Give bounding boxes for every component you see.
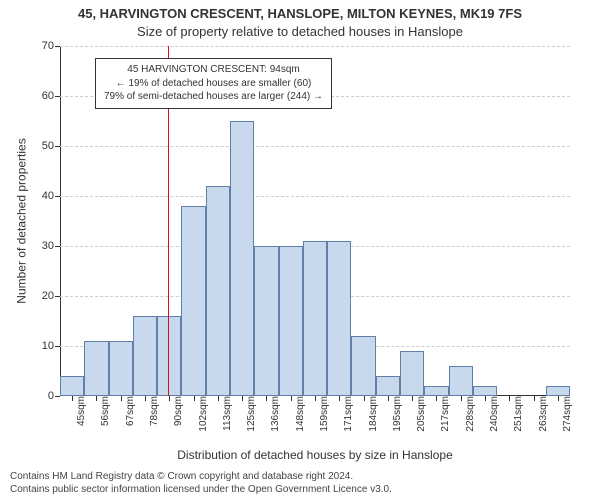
annotation-box: 45 HARVINGTON CRESCENT: 94sqm← 19% of de… [95, 58, 332, 109]
footer-text: Contains HM Land Registry data © Crown c… [10, 470, 392, 496]
ytick-mark [55, 46, 60, 47]
ytick-label: 30 [42, 240, 54, 252]
annotation-line2: ← 19% of detached houses are smaller (60… [104, 77, 323, 91]
histogram-bar [60, 376, 84, 396]
gridline [60, 46, 570, 47]
xtick-label: 102sqm [194, 396, 209, 432]
xtick-label: 184sqm [364, 396, 379, 432]
xtick-label: 228sqm [461, 396, 476, 432]
footer-line2: Contains public sector information licen… [10, 483, 392, 496]
xtick-label: 274sqm [558, 396, 573, 432]
xtick-label: 205sqm [412, 396, 427, 432]
histogram-bar [254, 246, 278, 396]
histogram-bar [303, 241, 327, 396]
x-axis-title: Distribution of detached houses by size … [60, 448, 570, 462]
ytick-label: 20 [42, 290, 54, 302]
chart-container: 45, HARVINGTON CRESCENT, HANSLOPE, MILTO… [0, 0, 600, 500]
ytick-label: 0 [48, 390, 54, 402]
ytick-label: 50 [42, 140, 54, 152]
histogram-bar [109, 341, 133, 396]
xtick-label: 195sqm [388, 396, 403, 432]
xtick-label: 159sqm [315, 396, 330, 432]
histogram-bar [279, 246, 303, 396]
xtick-label: 251sqm [509, 396, 524, 432]
histogram-bar [400, 351, 424, 396]
histogram-bar [376, 376, 400, 396]
xtick-label: 148sqm [291, 396, 306, 432]
xtick-label: 125sqm [242, 396, 257, 432]
ytick-mark [55, 396, 60, 397]
xtick-label: 217sqm [436, 396, 451, 432]
histogram-bar [181, 206, 205, 396]
histogram-bar [206, 186, 230, 396]
histogram-bar [157, 316, 181, 396]
ytick-mark [55, 246, 60, 247]
gridline [60, 146, 570, 147]
plot-area: 01020304050607045sqm56sqm67sqm78sqm90sqm… [60, 46, 570, 396]
histogram-bar [230, 121, 254, 396]
footer-line1: Contains HM Land Registry data © Crown c… [10, 470, 392, 483]
ytick-label: 10 [42, 340, 54, 352]
ytick-mark [55, 146, 60, 147]
histogram-bar [424, 386, 448, 396]
chart-title-line1: 45, HARVINGTON CRESCENT, HANSLOPE, MILTO… [0, 6, 600, 21]
histogram-bar [327, 241, 351, 396]
xtick-label: 113sqm [218, 396, 233, 431]
y-axis-title: Number of detached properties [14, 46, 30, 396]
histogram-bar [449, 366, 473, 396]
gridline [60, 196, 570, 197]
xtick-label: 171sqm [339, 396, 354, 432]
histogram-bar [546, 386, 570, 396]
xtick-label: 136sqm [266, 396, 281, 432]
histogram-bar [84, 341, 108, 396]
ytick-label: 40 [42, 190, 54, 202]
xtick-label: 67sqm [121, 396, 136, 426]
xtick-label: 78sqm [145, 396, 160, 426]
ytick-label: 60 [42, 90, 54, 102]
ytick-mark [55, 296, 60, 297]
histogram-bar [351, 336, 375, 396]
ytick-mark [55, 196, 60, 197]
xtick-label: 45sqm [72, 396, 87, 426]
annotation-line1: 45 HARVINGTON CRESCENT: 94sqm [104, 63, 323, 77]
ytick-mark [55, 346, 60, 347]
xtick-label: 56sqm [96, 396, 111, 426]
histogram-bar [473, 386, 497, 396]
ytick-label: 70 [42, 40, 54, 52]
histogram-bar [133, 316, 157, 396]
chart-title-line2: Size of property relative to detached ho… [0, 24, 600, 39]
annotation-line3: 79% of semi-detached houses are larger (… [104, 90, 323, 104]
xtick-label: 90sqm [169, 396, 184, 426]
xtick-label: 240sqm [485, 396, 500, 432]
ytick-mark [55, 96, 60, 97]
xtick-label: 263sqm [534, 396, 549, 432]
